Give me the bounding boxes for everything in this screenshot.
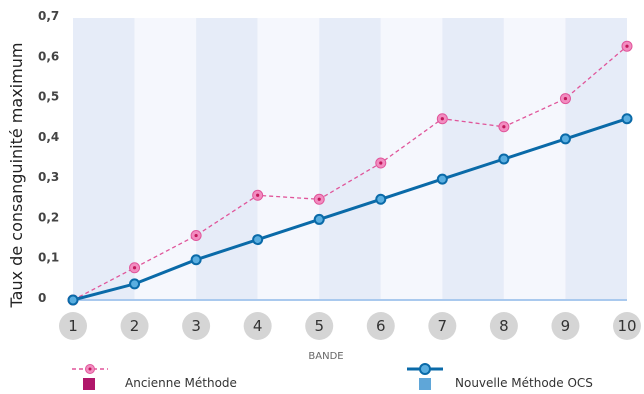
data-point-nouvelle — [559, 133, 571, 145]
data-point-nouvelle — [190, 254, 202, 266]
data-point-nouvelle — [129, 278, 141, 290]
x-tick-badge — [182, 312, 211, 340]
data-point-ancienne-center — [317, 197, 321, 201]
background-band — [196, 18, 258, 300]
x-tick-label: 7 — [438, 317, 448, 335]
x-tick-badge — [305, 312, 334, 340]
y-tick-label: 0,2 — [38, 210, 59, 224]
data-point-nouvelle — [436, 173, 448, 185]
background-band — [319, 18, 381, 300]
series-line-nouvelle — [72, 117, 628, 302]
x-tick-label: 4 — [253, 317, 263, 335]
data-point-nouvelle — [252, 234, 264, 246]
background-band — [503, 18, 566, 300]
y-tick-label: 0,1 — [38, 251, 59, 265]
x-tick-label: 8 — [499, 317, 509, 335]
y-axis-ticks: 0 0,1 0,2 0,3 0,4 0,5 0,6 0,7 — [38, 9, 59, 305]
x-tick-badge — [243, 312, 272, 340]
background-band — [73, 18, 135, 300]
x-tick-label: 9 — [561, 317, 571, 335]
background-band — [565, 18, 627, 300]
legend-label-nouvelle: Nouvelle Méthode OCS — [455, 376, 593, 390]
background-band — [257, 18, 320, 300]
series-group — [67, 40, 633, 306]
background-band — [134, 18, 197, 300]
data-point-ancienne-center — [563, 96, 568, 101]
data-point-nouvelle — [375, 193, 387, 205]
x-tick-badge — [120, 312, 149, 340]
legend-item-nouvelle: Nouvelle Méthode OCS — [407, 363, 593, 390]
data-point-ancienne-center — [440, 117, 444, 121]
data-point-nouvelle — [498, 153, 510, 165]
x-tick-badge — [489, 312, 518, 340]
legend-swatch-nouvelle — [419, 378, 431, 390]
x-tick-label: 6 — [376, 317, 386, 335]
legend-marker-ancienne-dot — [88, 367, 92, 371]
series-line-ancienne — [72, 45, 628, 301]
x-tick-label: 5 — [314, 317, 324, 335]
x-tick-badge — [613, 312, 641, 340]
y-tick-label: 0 — [38, 291, 46, 305]
x-tick-label: 3 — [191, 317, 201, 335]
background-bands — [73, 18, 627, 300]
x-tick-badge — [366, 312, 395, 340]
y-tick-label: 0,7 — [38, 9, 59, 23]
background-band — [442, 18, 504, 300]
legend: Ancienne Méthode Nouvelle Méthode OCS — [72, 363, 593, 390]
x-tick-badge — [551, 312, 580, 340]
x-axis-ticks: 1 2 3 4 5 6 7 8 9 10 — [59, 312, 641, 340]
x-tick-label: 10 — [617, 317, 636, 335]
data-point-ancienne-center — [256, 193, 260, 197]
x-tick-label: 2 — [130, 317, 140, 335]
data-point-nouvelle — [621, 113, 633, 125]
data-point-nouvelle — [67, 294, 79, 306]
y-tick-label: 0,6 — [38, 49, 59, 63]
legend-marker-nouvelle — [419, 363, 431, 375]
legend-label-ancienne: Ancienne Méthode — [125, 376, 237, 390]
x-tick-label: 1 — [68, 317, 78, 335]
background-band — [380, 18, 443, 300]
y-axis-label: Taux de consanguinité maximum — [7, 43, 26, 309]
y-tick-label: 0,5 — [38, 90, 59, 104]
x-tick-badge — [59, 312, 87, 340]
y-tick-label: 0,3 — [38, 170, 59, 184]
legend-swatch-ancienne — [83, 378, 95, 390]
legend-item-ancienne: Ancienne Méthode — [72, 364, 237, 390]
data-point-ancienne-center — [194, 233, 198, 238]
data-point-ancienne-center — [625, 44, 629, 48]
data-point-nouvelle — [313, 213, 325, 225]
data-point-ancienne-center — [132, 266, 137, 270]
x-axis-label: BANDE — [308, 351, 343, 362]
y-tick-label: 0,4 — [38, 130, 59, 144]
data-point-ancienne-center — [379, 161, 383, 165]
x-tick-badge — [428, 312, 457, 340]
data-point-ancienne-center — [502, 125, 506, 129]
